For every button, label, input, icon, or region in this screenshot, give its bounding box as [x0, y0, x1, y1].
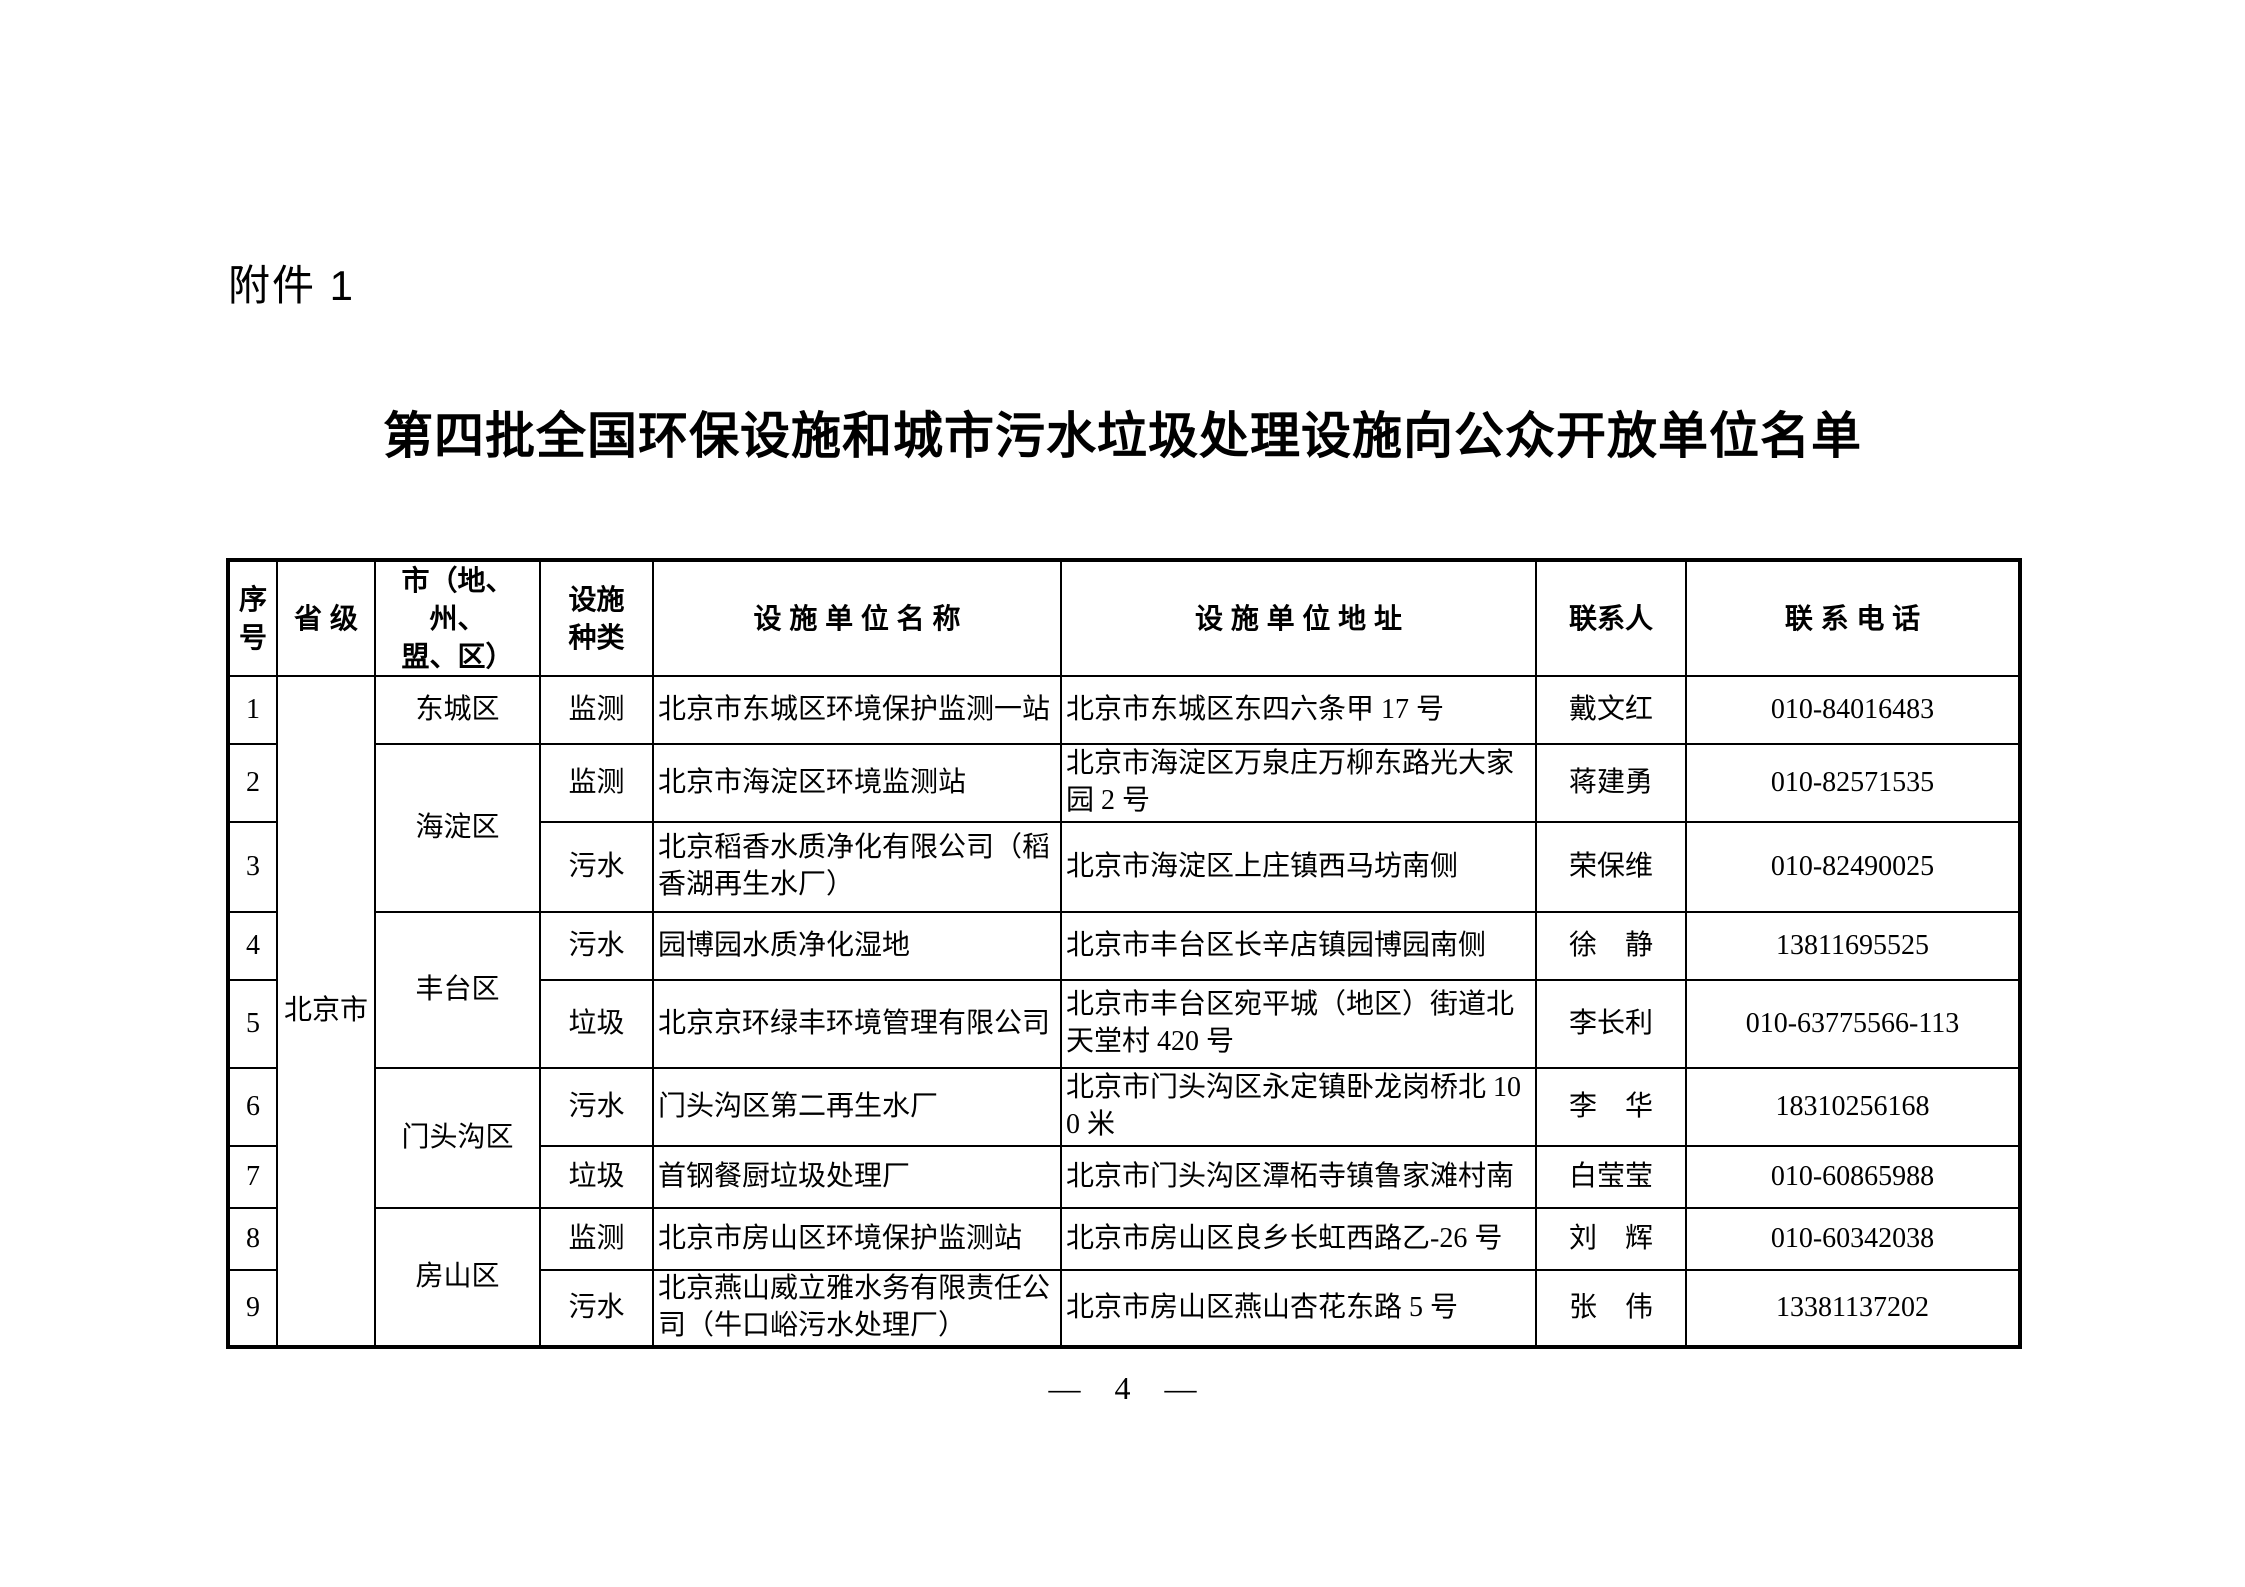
- cell-phone: 010-82571535: [1685, 743, 2021, 824]
- cell-facility-name: 北京燕山威立雅水务有限责任公司（牛口峪污水处理厂）: [652, 1269, 1062, 1349]
- cell-index: 2: [227, 743, 278, 824]
- header-index: 序 号: [227, 558, 278, 678]
- cell-facility-name: 首钢餐厨垃圾处理厂: [652, 1145, 1062, 1210]
- table-row: 2 海淀区 监测 北京市海淀区环境监测站 北京市海淀区万泉庄万柳东路光大家园 2…: [227, 743, 2021, 914]
- cell-index: 4: [227, 911, 278, 982]
- cell-phone: 010-82490025: [1685, 821, 2021, 914]
- table-row: 6 门头沟区 污水 门头沟区第二再生水厂 北京市门头沟区永定镇卧龙岗桥北 100…: [227, 1067, 2021, 1210]
- table-row: 3 污水 北京稻香水质净化有限公司（稻香湖再生水厂） 北京市海淀区上庄镇西马坊南…: [227, 821, 2021, 914]
- cell-facility-type: 监测: [539, 743, 654, 824]
- cell-facility-type: 污水: [539, 1269, 654, 1349]
- cell-province: 北京市: [276, 675, 376, 1349]
- cell-facility-address: 北京市丰台区长辛店镇园博园南侧: [1060, 911, 1537, 982]
- page-number: — 4 —: [1048, 1370, 1197, 1406]
- cell-facility-address: 北京市门头沟区永定镇卧龙岗桥北 100 米: [1060, 1067, 1537, 1148]
- cell-facility-type: 污水: [539, 1067, 654, 1148]
- cell-facility-name: 园博园水质净化湿地: [652, 911, 1062, 982]
- cell-index: 6: [227, 1067, 278, 1148]
- cell-facility-type: 垃圾: [539, 979, 654, 1070]
- cell-phone: 010-60865988: [1685, 1145, 2021, 1210]
- cell-contact: 刘 辉: [1535, 1207, 1687, 1272]
- cell-facility-name: 北京稻香水质净化有限公司（稻香湖再生水厂）: [652, 821, 1062, 914]
- table-row: 9 污水 北京燕山威立雅水务有限责任公司（牛口峪污水处理厂） 北京市房山区燕山杏…: [227, 1269, 2021, 1349]
- cell-phone: 13811695525: [1685, 911, 2021, 982]
- cell-index: 7: [227, 1145, 278, 1210]
- cell-contact: 李 华: [1535, 1067, 1687, 1148]
- cell-facility-address: 北京市房山区良乡长虹西路乙-26 号: [1060, 1207, 1537, 1272]
- cell-contact: 李长利: [1535, 979, 1687, 1070]
- table-row: 5 垃圾 北京京环绿丰环境管理有限公司 北京市丰台区宛平城（地区）街道北天堂村 …: [227, 979, 2021, 1070]
- cell-facility-address: 北京市丰台区宛平城（地区）街道北天堂村 420 号: [1060, 979, 1537, 1070]
- cell-facility-address: 北京市海淀区上庄镇西马坊南侧: [1060, 821, 1537, 914]
- cell-facility-name: 北京京环绿丰环境管理有限公司: [652, 979, 1062, 1070]
- cell-contact: 张 伟: [1535, 1269, 1687, 1349]
- header-facility-type: 设施 种类: [539, 558, 654, 678]
- header-city: 市（地、州、 盟、区）: [374, 558, 541, 678]
- cell-facility-name: 北京市海淀区环境监测站: [652, 743, 1062, 824]
- cell-phone: 010-60342038: [1685, 1207, 2021, 1272]
- cell-facility-type: 污水: [539, 911, 654, 982]
- table-row: 1 北京市 东城区 监测 北京市东城区环境保护监测一站 北京市东城区东四六条甲 …: [227, 675, 2021, 1349]
- cell-index: 8: [227, 1207, 278, 1272]
- header-contact: 联系人: [1535, 558, 1687, 678]
- cell-phone: 13381137202: [1685, 1269, 2021, 1349]
- cell-index: 5: [227, 979, 278, 1070]
- cell-facility-name: 北京市东城区环境保护监测一站: [652, 675, 1062, 746]
- header-facility-name: 设 施 单 位 名 称: [652, 558, 1062, 678]
- cell-index: 9: [227, 1269, 278, 1349]
- cell-contact: 荣保维: [1535, 821, 1687, 914]
- header-facility-address: 设 施 单 位 地 址: [1060, 558, 1537, 678]
- cell-index: 3: [227, 821, 278, 914]
- cell-district: 门头沟区: [374, 1067, 541, 1210]
- cell-contact: 蒋建勇: [1535, 743, 1687, 824]
- cell-contact: 徐 静: [1535, 911, 1687, 982]
- cell-phone: 010-63775566-113: [1685, 979, 2021, 1070]
- cell-facility-name: 北京市房山区环境保护监测站: [652, 1207, 1062, 1272]
- cell-district: 海淀区: [374, 743, 541, 914]
- cell-district: 房山区: [374, 1207, 541, 1349]
- cell-phone: 18310256168: [1685, 1067, 2021, 1148]
- table-header-row: 序 号 省 级 市（地、州、 盟、区） 设施 种类 设 施 单 位 名 称 设 …: [227, 558, 2021, 678]
- attachment-label: 附件 1: [228, 262, 356, 309]
- cell-district: 丰台区: [374, 911, 541, 1070]
- cell-facility-address: 北京市海淀区万泉庄万柳东路光大家园 2 号: [1060, 743, 1537, 824]
- cell-contact: 戴文红: [1535, 675, 1687, 746]
- cell-contact: 白莹莹: [1535, 1145, 1687, 1210]
- document-title: 第四批全国环保设施和城市污水垃圾处理设施向公众开放单位名单: [383, 408, 1862, 464]
- cell-facility-address: 北京市房山区燕山杏花东路 5 号: [1060, 1269, 1537, 1349]
- header-province: 省 级: [276, 558, 376, 678]
- table-row: 7 垃圾 首钢餐厨垃圾处理厂 北京市门头沟区潭柘寺镇鲁家滩村南 白莹莹 010-…: [227, 1145, 2021, 1210]
- cell-facility-type: 污水: [539, 821, 654, 914]
- table-row: 8 房山区 监测 北京市房山区环境保护监测站 北京市房山区良乡长虹西路乙-26 …: [227, 1207, 2021, 1349]
- cell-district: 东城区: [374, 675, 541, 746]
- cell-facility-type: 监测: [539, 675, 654, 746]
- cell-index: 1: [227, 675, 278, 746]
- cell-facility-type: 垃圾: [539, 1145, 654, 1210]
- cell-facility-address: 北京市东城区东四六条甲 17 号: [1060, 675, 1537, 746]
- header-phone: 联 系 电 话: [1685, 558, 2021, 678]
- cell-facility-address: 北京市门头沟区潭柘寺镇鲁家滩村南: [1060, 1145, 1537, 1210]
- facilities-table: 序 号 省 级 市（地、州、 盟、区） 设施 种类 设 施 单 位 名 称 设 …: [226, 558, 2022, 1350]
- cell-facility-name: 门头沟区第二再生水厂: [652, 1067, 1062, 1148]
- cell-facility-type: 监测: [539, 1207, 654, 1272]
- cell-phone: 010-84016483: [1685, 675, 2021, 746]
- table-row: 4 丰台区 污水 园博园水质净化湿地 北京市丰台区长辛店镇园博园南侧 徐 静 1…: [227, 911, 2021, 1070]
